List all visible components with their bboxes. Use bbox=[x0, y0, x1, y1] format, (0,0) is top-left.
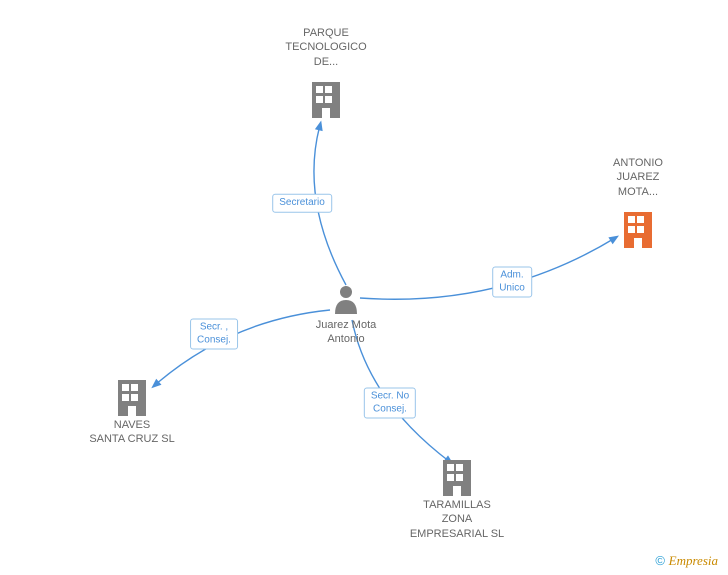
building-icon-antonio bbox=[624, 212, 652, 248]
person-label-line1: Juarez Mota bbox=[316, 319, 377, 331]
edge-label-secr-consej: Secr. , Consej. bbox=[190, 319, 238, 350]
edge-label-secr-no-consej: Secr. No Consej. bbox=[364, 388, 416, 419]
person-label: Juarez Mota Antonio bbox=[316, 318, 377, 347]
copyright-icon: © bbox=[655, 553, 665, 568]
watermark: © Empresia bbox=[655, 553, 718, 569]
brand-name: Empresia bbox=[669, 553, 718, 568]
node-label-antonio: ANTONIO JUAREZ MOTA... bbox=[613, 156, 663, 199]
node-label-naves: NAVES SANTA CRUZ SL bbox=[89, 418, 174, 447]
edge-antonio bbox=[360, 232, 621, 299]
edge-naves bbox=[149, 310, 330, 391]
building-icon-parque bbox=[312, 82, 340, 118]
node-label-parque: PARQUE TECNOLOGICO DE... bbox=[285, 26, 366, 69]
person-icon bbox=[335, 286, 357, 314]
building-icon-naves bbox=[118, 380, 146, 416]
network-canvas bbox=[0, 0, 728, 575]
building-icon-taramillas bbox=[443, 460, 471, 496]
person-label-line2: Antonio bbox=[327, 333, 364, 345]
edge-label-secretario: Secretario bbox=[272, 194, 332, 213]
edge-label-adm-unico: Adm. Unico bbox=[492, 267, 532, 298]
node-label-taramillas: TARAMILLAS ZONA EMPRESARIAL SL bbox=[410, 498, 504, 541]
